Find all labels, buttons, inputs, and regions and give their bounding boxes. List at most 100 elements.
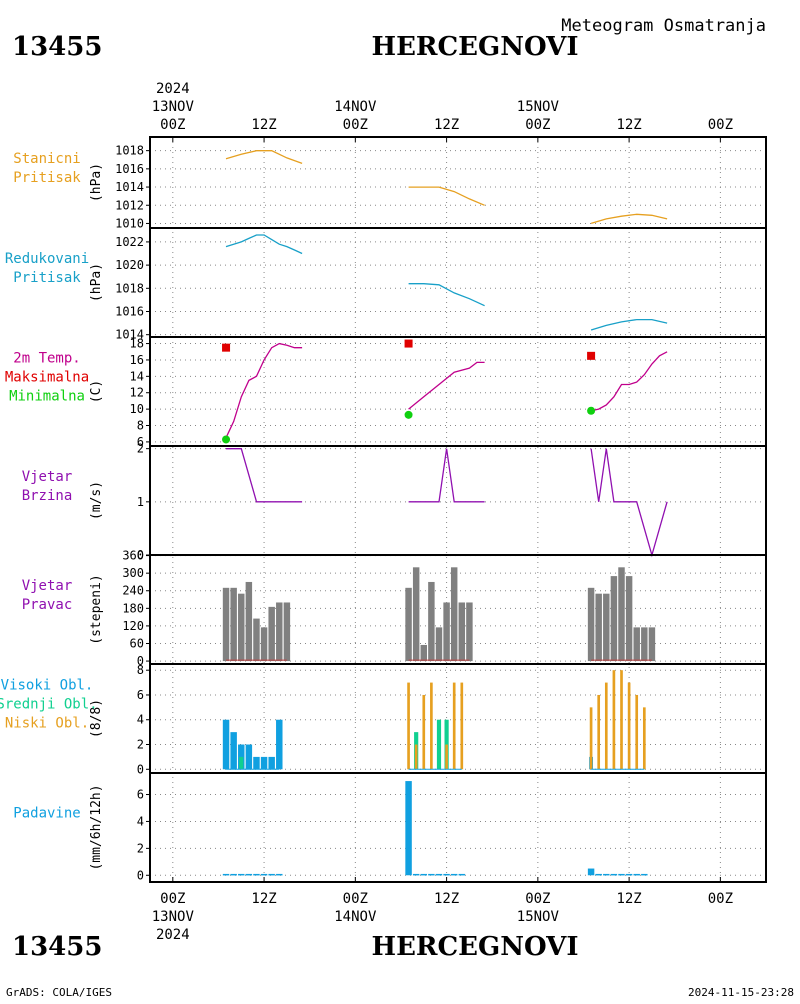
min-temp-marker [587,406,596,415]
precip-bar [245,873,253,876]
y-tick-label: 60 [130,636,144,650]
y-tick-label: 240 [122,584,144,598]
cloud-bar [430,682,433,770]
panel-wind_speed: 0 1 2 (m/s) Vjetar Brzina [22,442,767,562]
day-label-top: 15NOV [517,99,560,115]
y-tick-label: 300 [122,566,144,580]
precip-bar [276,873,283,876]
precip-bar [420,873,428,876]
x-tick-label-bottom: 12Z [616,891,641,907]
y-tick-label: 4 [137,814,144,828]
y-tick-label: 6 [137,788,144,802]
panel-wind_direction: 0 60 120 180 240 300 360 (stepeni) Vjetar Pravac [22,549,767,668]
cloud-bar [620,670,623,770]
y-tick-label: 1012 [115,198,144,212]
x-tick-label-bottom: 12Z [251,891,276,907]
precip-bar [587,868,595,876]
cloud-bar [460,682,464,770]
wind-dir-bar [435,627,443,662]
precip-bar [405,781,412,876]
panel-label: Vjetar [22,469,73,485]
cloud-bar [635,694,639,770]
y-tick-label: 0 [137,548,144,562]
y-tick-label: 1022 [115,235,144,249]
y-tick-label: 1018 [115,281,144,295]
panel-label: Padavine [13,806,80,822]
footer-credit: GrADS: COLA/IGES [6,986,112,999]
y-tick-label: 6 [137,688,144,702]
cloud-bar [414,744,418,770]
max-temp-marker [222,343,231,352]
series-line [590,213,668,225]
panel-label: Pritisak [13,270,81,286]
x-tick-label-bottom: 00Z [708,891,733,907]
wind-dir-bar [428,581,435,662]
series-line [590,448,668,558]
y-tick-label: 8 [137,663,144,677]
x-tick-label-top: 00Z [160,117,185,133]
y-tick-label: 120 [122,619,144,633]
panel-cloud_cover: 0 2 4 6 8 (8/8) Visoki Obl. Srednji Obl. Niski O… [0,663,767,776]
wind-dir-bar [633,627,640,662]
series-line [408,283,485,307]
cloud-bar [597,694,601,770]
wind-dir-bar [253,618,260,662]
series-line [225,150,303,165]
y-tick-label: 4 [137,713,144,727]
min-temp-marker [404,410,413,419]
wind-dir-bar [625,576,633,662]
wind-dir-bar [245,581,253,662]
year-label-top: 2024 [156,81,190,97]
series-line [590,351,668,412]
x-tick-label-top: 12Z [616,117,641,133]
wind-dir-bar [268,606,275,662]
y-tick-label: 180 [122,601,144,615]
cloud-bar [452,682,456,770]
wind-dir-bar [412,567,420,662]
y-axis-label: (stepeni) [89,574,104,644]
precip-bar [260,873,268,876]
y-tick-label: 1010 [115,216,144,230]
precip-bar [268,873,275,876]
wind-dir-bar [230,587,237,662]
y-tick-label: 1018 [115,144,144,158]
panels: 10101012101410161018(hPa)StanicniPritisa… [0,81,767,943]
precip-bar [222,873,230,876]
x-tick-label-bottom: 12Z [434,891,459,907]
panel-label: Pravac [22,597,73,613]
cloud-bar [222,719,230,770]
y-tick-label: 0 [137,762,144,776]
cloud-bar [422,694,426,770]
panel-station_pressure: 1010 1012 1014 1016 1018 (hPa) Stanicni Pritisa… [13,136,767,230]
x-tick-label-top: 00Z [343,117,368,133]
series-line [225,342,303,439]
day-label-bottom: 14NOV [334,909,377,925]
y-axis-label: (m/s) [89,481,104,520]
wind-dir-bar [260,627,268,662]
panel-frame [149,227,767,338]
cloud-bar [589,707,593,770]
cloud-bar [253,756,260,770]
wind-dir-bar [283,602,291,662]
precip-bar [238,873,245,876]
wind-dir-bar [405,587,412,662]
year-label-bottom: 2024 [156,927,190,943]
x-tick-label-top: 12Z [434,117,459,133]
max-temp-marker [404,339,413,348]
panel-label: Niski Obl. [5,716,89,732]
panel-label: Brzina [22,488,73,504]
y-tick-label: 2 [137,738,144,752]
precip-bar [618,873,625,876]
panel-label: Vjetar [22,578,73,594]
wind-dir-bar [443,602,450,662]
day-label-bottom: 15NOV [517,909,560,925]
min-temp-marker [222,435,231,444]
precip-bar [253,873,260,876]
precip-bar [633,873,640,876]
precip-bar [230,873,237,876]
precip-bar [450,873,458,876]
cloud-bar [276,719,283,770]
cloud-bar [268,756,275,770]
wind-dir-bar [595,593,602,662]
station-id-bottom: 13455 [12,932,102,962]
